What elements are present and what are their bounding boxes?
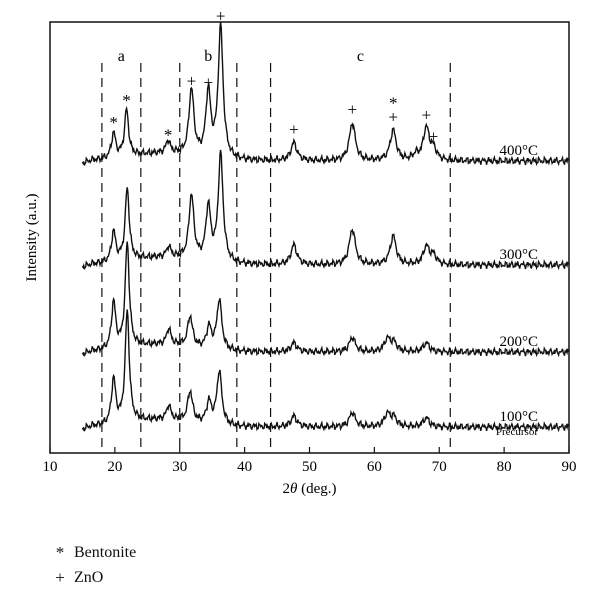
bentonite-marker-62.9: * [389,93,398,112]
series-label-200C: 200°C [499,334,538,350]
series-400C-line [81,21,570,167]
x-tick-label-50: 50 [302,459,317,475]
bentonite-marker-28.2: * [164,125,173,144]
x-tick-label-10: 10 [43,459,58,475]
region-label-a: a [118,48,125,65]
series-200C-line [81,241,570,358]
legend: * Bentonite + ZnO [52,540,136,590]
zno-marker-34.4: + [203,73,213,92]
asterisk-icon: * [55,543,65,562]
x-tick-label-90: 90 [562,459,577,475]
plus-icon: + [55,568,65,587]
x-tick-label-40: 40 [237,459,252,475]
x-tick-label-30: 30 [172,459,187,475]
bentonite-marker-21.8: * [122,91,131,110]
region-label-c: c [357,48,364,65]
region-label-b: b [204,48,212,65]
zno-marker-31.8: + [187,71,197,90]
x-tick-label-80: 80 [497,459,512,475]
x-axis-label-theta: θ [290,481,298,497]
plot-frame [49,21,570,454]
zno-marker-36.3: + [216,7,226,26]
x-axis-label-prefix: 2 [282,481,290,497]
x-tick-label-70: 70 [432,459,447,475]
series-300C-line [81,149,570,271]
legend-label-bentonite: Bentonite [74,544,137,561]
x-tick-label-20: 20 [107,459,122,475]
y-axis-label: Intensity (a.u.) [24,194,40,282]
legend-item-bentonite: * Bentonite [52,540,136,565]
series-label-400C: 400°C [499,143,538,159]
x-tick-label-60: 60 [367,459,382,475]
series-label-100C: 100°C [499,409,538,425]
series-100C-line [81,309,570,433]
zno-marker-62.9: + [388,107,398,126]
bentonite-marker-19.8: * [109,113,118,132]
zno-marker-68.0: + [421,106,431,125]
zno-marker-56.6: + [348,100,358,119]
zno-marker-47.6: + [289,120,299,139]
legend-label-zno: ZnO [74,569,104,586]
x-axis-label: 2θ (deg.) [282,481,336,497]
zno-marker-69.1: + [429,127,439,146]
x-axis-label-suffix: (deg.) [297,481,336,497]
series-sublabel-100C: Precursor [496,426,538,438]
series-label-300C: 300°C [499,247,538,263]
legend-item-zno: + ZnO [52,565,136,590]
